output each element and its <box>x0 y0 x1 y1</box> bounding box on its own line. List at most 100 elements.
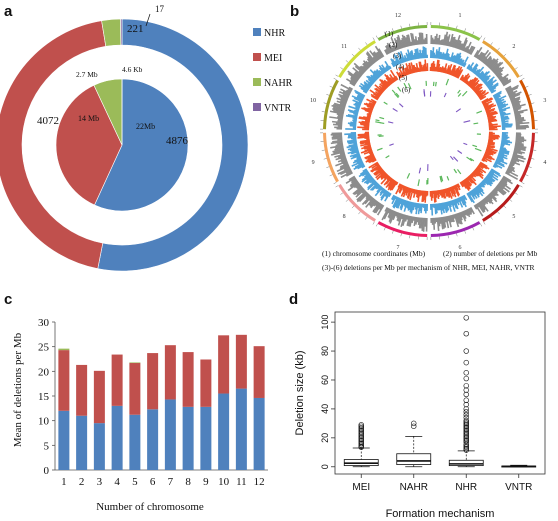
track-total-bar <box>348 175 356 181</box>
track-mei-bar <box>421 190 425 202</box>
track-mei-bar <box>402 185 405 189</box>
track-total-bar <box>483 197 489 203</box>
track-total-bar <box>339 102 347 107</box>
track-mei-bar <box>360 139 370 143</box>
track-mei-bar <box>359 140 370 144</box>
track-nhr-bar <box>365 175 372 181</box>
track-nahr-mark <box>473 122 479 125</box>
track-mei-bar <box>360 123 370 127</box>
coordinate-tick <box>333 182 337 185</box>
track-total-bar <box>510 160 521 166</box>
track-nhr-bar <box>478 71 485 79</box>
track-vntr-mark <box>455 108 461 113</box>
track-total-bar <box>335 160 348 167</box>
track-mei-bar <box>417 67 420 72</box>
track-mei-bar <box>361 145 372 150</box>
track-nhr-bar <box>439 203 443 215</box>
panel-c-ytick-label: 20 <box>38 366 50 378</box>
track-total-bar <box>349 81 356 87</box>
track-total-bar <box>365 193 370 198</box>
track-total-bar <box>387 209 393 218</box>
track-total-bar <box>395 39 401 50</box>
track-nhr-bar <box>353 157 362 162</box>
track-mei-bar <box>398 184 405 194</box>
track-total-bar <box>479 49 490 62</box>
track-nhr-bar <box>480 181 485 186</box>
track-nhr-bar <box>473 188 480 196</box>
coordinate-tick <box>497 47 500 51</box>
track-total-bar <box>477 202 486 213</box>
track-nhr-bar <box>449 52 454 62</box>
track-total-bar <box>508 165 515 170</box>
track-mei-bar <box>472 83 482 92</box>
track-nhr-bar <box>501 141 508 145</box>
track-total-bar <box>392 45 396 52</box>
track-total-bar <box>492 61 504 73</box>
track-nahr-mark <box>439 175 442 181</box>
track-nhr-bar <box>496 156 504 161</box>
track-nhr-bar <box>499 146 507 150</box>
track-mei-bar <box>477 165 481 169</box>
track-total-bar <box>492 188 498 194</box>
legend-label-nahr: NAHR <box>264 78 293 89</box>
panel-c-xtick-label: 9 <box>203 476 209 488</box>
track-mei-bar <box>368 102 375 107</box>
track-nhr-bar <box>363 81 372 88</box>
track-nhr-bar <box>357 161 364 166</box>
track-nhr-bar <box>482 74 491 83</box>
track-total-bar <box>331 104 346 110</box>
track-mei-bar <box>482 157 486 161</box>
outlier-point-NHR <box>463 330 469 337</box>
track-total-bar <box>492 66 500 74</box>
track-mei-bar <box>424 59 427 72</box>
track-nhr-bar <box>489 86 497 92</box>
outlier-point-MEI <box>358 439 364 445</box>
coordinate-tick <box>409 23 411 27</box>
track-total-bar <box>361 189 366 194</box>
track-total-bar <box>354 72 361 79</box>
track-mei-bar <box>450 65 457 76</box>
track-total-bar <box>395 45 399 51</box>
track-nhr-bar <box>353 118 357 121</box>
track-total-bar <box>515 139 525 143</box>
track-mei-bar <box>485 107 496 113</box>
track-total-bar <box>465 209 471 218</box>
track-mei-bar <box>367 107 374 111</box>
track-mei-bar <box>487 143 491 146</box>
outlier-point-NHR <box>463 391 469 398</box>
bar-chr5-series0 <box>129 414 141 470</box>
track-total-bar <box>484 196 492 204</box>
track-nhr-bar <box>373 70 381 78</box>
outlier-point-MEI <box>358 436 364 442</box>
track-nhr-bar <box>487 172 499 181</box>
track-nhr-bar <box>453 53 459 63</box>
track-nhr-bar <box>375 184 381 190</box>
track-total-bar <box>500 178 508 185</box>
track-nhr-bar <box>372 73 379 80</box>
track-mei-bar <box>406 187 412 198</box>
track-mei-bar <box>376 92 381 97</box>
track-nhr-bar <box>490 169 502 177</box>
coordinate-tick <box>326 94 330 96</box>
track-mei-bar <box>455 184 459 188</box>
track-total-bar <box>496 184 507 194</box>
track-mei-bar <box>482 156 492 163</box>
track-nhr-bar <box>481 180 487 186</box>
track-mei-bar <box>454 184 459 191</box>
track-total-bar <box>466 208 471 216</box>
track-vntr-mark <box>463 142 468 146</box>
track-total-bar <box>340 88 351 95</box>
track-nhr-bar <box>481 75 488 82</box>
track-total-bar <box>375 52 382 60</box>
coordinate-tick <box>480 223 483 227</box>
track-total-bar <box>432 217 436 230</box>
track-total-bar <box>487 58 497 68</box>
track-nahr-mark <box>394 93 399 99</box>
track-nhr-bar <box>410 202 415 214</box>
track-mei-bar <box>402 185 406 191</box>
track-mei-bar <box>481 158 488 163</box>
track-nhr-bar <box>493 94 501 99</box>
track-total-bar <box>356 190 367 201</box>
track-mei-bar <box>472 83 480 91</box>
track-nhr-bar <box>487 173 493 179</box>
